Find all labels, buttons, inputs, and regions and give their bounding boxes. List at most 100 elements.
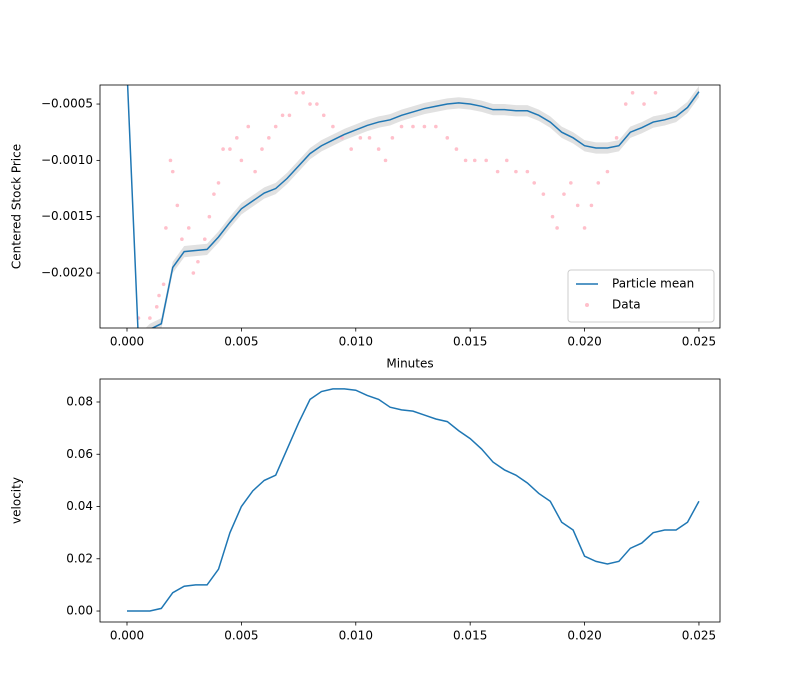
data-point bbox=[321, 113, 326, 118]
axes-frame bbox=[99, 84, 721, 329]
series-line bbox=[126, 85, 700, 328]
legend-label: Data bbox=[612, 298, 641, 312]
data-point bbox=[422, 124, 427, 129]
data-point bbox=[280, 113, 285, 118]
x-tick-label: 0.000 bbox=[110, 335, 144, 349]
y-tick-label: 0.08 bbox=[66, 394, 93, 408]
data-point bbox=[605, 169, 610, 174]
y-tick-label: 0.02 bbox=[66, 551, 93, 565]
data-point bbox=[267, 136, 271, 140]
y-axis-label: Centered Stock Price bbox=[10, 144, 24, 269]
data-point bbox=[454, 147, 459, 151]
data-point bbox=[376, 147, 381, 151]
data-point bbox=[228, 147, 232, 151]
data-point bbox=[411, 124, 415, 129]
data-point bbox=[235, 136, 239, 140]
data-point bbox=[367, 136, 372, 140]
data-point bbox=[525, 169, 530, 174]
x-tick-label: 0.005 bbox=[224, 629, 258, 643]
y-tick-label: −0.0015 bbox=[41, 209, 93, 223]
x-tick-label: 0.025 bbox=[682, 335, 716, 349]
data-point bbox=[653, 90, 658, 95]
data-point bbox=[216, 181, 221, 185]
data-point bbox=[164, 226, 168, 230]
data-point bbox=[532, 181, 537, 185]
y-tick-label: −0.0010 bbox=[41, 153, 93, 167]
data-point bbox=[596, 181, 601, 185]
x-tick-label: 0.015 bbox=[453, 629, 487, 643]
series-line bbox=[126, 388, 700, 612]
data-point bbox=[161, 282, 166, 287]
data-point bbox=[202, 237, 207, 242]
plot-area bbox=[126, 388, 700, 612]
data-point bbox=[614, 136, 619, 140]
data-point bbox=[154, 305, 159, 309]
data-point bbox=[434, 124, 438, 129]
data-point bbox=[175, 203, 180, 208]
data-point bbox=[170, 169, 175, 174]
data-point bbox=[246, 124, 251, 129]
y-tick-label: 0.06 bbox=[66, 447, 93, 461]
x-axis-label: Minutes bbox=[386, 357, 433, 371]
data-point bbox=[331, 124, 335, 129]
data-point bbox=[550, 214, 555, 219]
data-point bbox=[383, 158, 388, 163]
data-point bbox=[157, 293, 161, 298]
x-tick-label: 0.025 bbox=[682, 629, 716, 643]
confidence-band bbox=[127, 85, 699, 328]
data-point bbox=[260, 147, 264, 151]
data-point bbox=[445, 136, 450, 140]
legend-box bbox=[567, 269, 715, 323]
data-point bbox=[642, 102, 646, 106]
data-point bbox=[148, 316, 152, 320]
x-tick-label: 0.000 bbox=[110, 629, 144, 643]
data-point bbox=[186, 226, 191, 230]
data-point bbox=[484, 158, 488, 163]
data-point bbox=[541, 192, 546, 196]
y-tick-label: 0.04 bbox=[66, 499, 93, 513]
data-point bbox=[168, 158, 173, 163]
legend-label: Particle mean bbox=[612, 277, 694, 291]
data-point bbox=[308, 102, 312, 106]
data-point bbox=[273, 124, 278, 129]
data-point bbox=[390, 136, 395, 140]
data-point bbox=[287, 113, 292, 118]
plot-area bbox=[126, 85, 700, 328]
data-point bbox=[301, 90, 305, 95]
x-tick-label: 0.005 bbox=[224, 335, 258, 349]
data-point bbox=[221, 147, 225, 151]
x-tick-label: 0.010 bbox=[339, 629, 373, 643]
data-point bbox=[349, 147, 354, 151]
y-tick-label: −0.0020 bbox=[41, 266, 93, 280]
y-axis-label: velocity bbox=[10, 477, 24, 524]
data-point bbox=[495, 169, 500, 174]
data-point bbox=[514, 169, 518, 174]
y-tick-label: 0.00 bbox=[66, 604, 93, 618]
data-point bbox=[555, 226, 559, 230]
data-point bbox=[582, 226, 587, 230]
x-tick-label: 0.020 bbox=[567, 629, 601, 643]
data-point bbox=[472, 158, 477, 163]
data-point bbox=[191, 271, 196, 275]
data-point bbox=[358, 136, 363, 140]
x-tick-label: 0.010 bbox=[339, 335, 373, 349]
data-point bbox=[180, 237, 184, 242]
data-point bbox=[463, 158, 468, 163]
data-point bbox=[562, 192, 566, 196]
data-point bbox=[239, 158, 244, 163]
data-point bbox=[589, 203, 594, 208]
data-point bbox=[399, 124, 404, 129]
data-point bbox=[340, 136, 344, 140]
data-point bbox=[207, 214, 212, 219]
data-point bbox=[315, 102, 319, 106]
x-tick-label: 0.020 bbox=[567, 335, 601, 349]
data-point bbox=[504, 158, 509, 163]
data-point bbox=[196, 259, 200, 264]
data-point bbox=[630, 90, 635, 95]
y-tick-label: −0.0005 bbox=[41, 97, 93, 111]
legend-swatch bbox=[585, 303, 589, 307]
x-tick-label: 0.015 bbox=[453, 335, 487, 349]
axes-frame bbox=[99, 378, 721, 623]
